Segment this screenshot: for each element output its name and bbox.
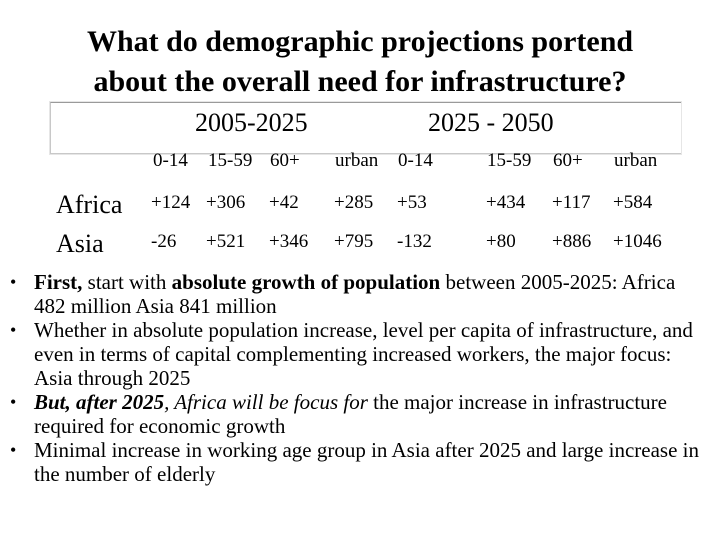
table-cell: +584 [613,192,653,213]
table-cell: +124 [151,192,191,213]
table-cell: +346 [269,231,309,252]
col-header: 0-14 [153,150,188,171]
period-header-box [50,102,681,154]
col-header: urban [335,150,379,171]
list-item: • Whether in absolute population increas… [8,318,708,390]
row-label-africa: Africa [56,190,123,219]
period-2005-2025: 2005-2025 [195,108,308,137]
table-cell: +886 [552,231,592,252]
table-cell: +42 [269,192,299,213]
col-header: 60+ [270,150,300,171]
bullet-text: , Africa will be focus for [164,390,368,414]
bullet-dot-icon: • [10,392,17,412]
row-label-asia: Asia [56,229,104,258]
title-line-1: What do demographic projections portend [86,25,634,58]
bullet-dot-icon: • [10,272,17,292]
list-item: • First, start with absolute growth of p… [8,270,708,318]
page-title: What do demographic projections portend … [0,22,720,102]
table-cell: -26 [151,231,177,252]
table-cell: +434 [486,192,526,213]
table-cell: +117 [552,192,591,213]
bullet-text: Whether in absolute population increase,… [34,318,693,390]
table-cell: +53 [397,192,427,213]
col-header: 0-14 [398,150,433,171]
col-header: 60+ [553,150,583,171]
col-header: 15-59 [487,150,532,171]
bullet-text: absolute growth of population [171,270,441,294]
col-header: 15-59 [208,150,253,171]
period-2025-2050: 2025 - 2050 [428,108,554,137]
bullet-text: But, after 2025 [34,390,165,414]
table-cell: +1046 [613,231,662,252]
table-cell: +80 [486,231,516,252]
table-cell: +521 [206,231,246,252]
bullet-text: start with [82,270,172,294]
bullet-dot-icon: • [10,320,17,340]
list-item: • Minimal increase in working age group … [8,438,708,486]
bullet-text: the major increase in infrastructure req… [34,390,667,438]
table-cell: -132 [397,231,432,252]
bullet-text: First, [34,270,83,294]
bullet-dot-icon: • [10,440,17,460]
list-item: • But, after 2025, Africa will be focus … [8,390,708,438]
bullet-text: Minimal increase in working age group in… [34,438,699,486]
bullet-text: between 2005-2025: Africa 482 million As… [34,270,676,318]
col-header: urban [614,150,658,171]
table-cell: +285 [334,192,374,213]
bullet-list: • First, start with absolute growth of p… [8,270,708,486]
table-cell: +795 [334,231,374,252]
table-cell: +306 [206,192,246,213]
title-line-2: about the overall need for infrastructur… [93,65,627,98]
